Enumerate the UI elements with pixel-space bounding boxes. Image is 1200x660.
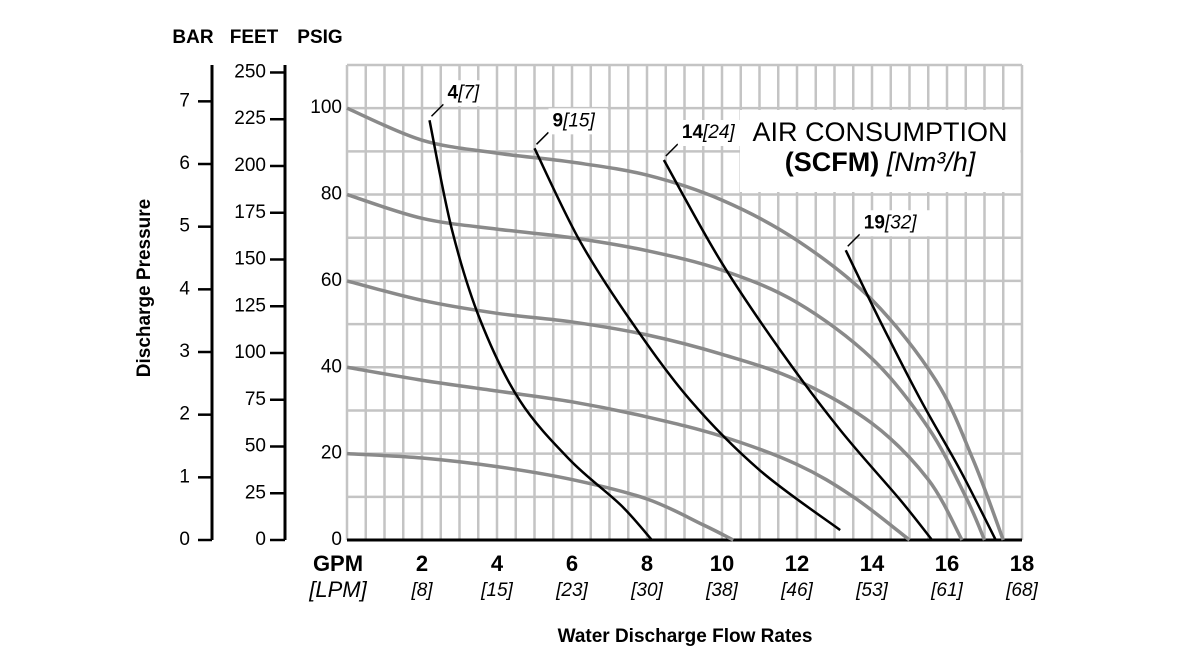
air-consumption-curve (844, 249, 997, 541)
curve-label-metric: [24] (702, 122, 735, 143)
legend-unit-scfm: (SCFM) (785, 147, 879, 177)
x-tick-label-metric: [53] (855, 580, 888, 601)
psig-axis-title: PSIG (297, 27, 342, 48)
feet-tick-label: 50 (245, 436, 266, 457)
y-axis-label: Discharge Pressure (134, 199, 155, 378)
x-tick-label: 12 (785, 551, 809, 576)
x-tick-label-metric: [23] (555, 580, 588, 601)
curve-label: 19[32] (864, 212, 918, 233)
x-tick-label: 10 (710, 551, 734, 576)
feet-axis-title: FEET (230, 27, 279, 48)
feet-tick-label: 25 (245, 482, 266, 503)
psig-tick-label: 100 (310, 97, 342, 118)
feet-tick-label: 75 (245, 389, 266, 410)
pressure-curve (346, 365, 911, 542)
pressure-curve (346, 106, 1005, 541)
label-box (548, 108, 608, 135)
legend-box (740, 110, 1021, 192)
x-tick-label: 8 (641, 551, 653, 576)
air-consumption-curve (662, 159, 933, 541)
legend-unit: (SCFM) [Nm³/h] (785, 147, 977, 177)
label-box (677, 120, 748, 146)
curve-label-metric: [15] (562, 110, 595, 131)
pressure-curve (346, 279, 964, 541)
feet-tick-label: 175 (234, 202, 266, 223)
label-leader (847, 233, 861, 247)
curve-label-metric: [7] (457, 82, 480, 103)
feet-tick-label: 100 (234, 342, 266, 363)
curve-label: 4[7] (448, 82, 480, 103)
feet-tick-label: 125 (234, 295, 266, 316)
legend-unit-metric: [Nm³/h] (886, 147, 977, 177)
psig-tick-label: 80 (321, 184, 342, 205)
bar-tick-label: 2 (179, 404, 190, 425)
feet-tick-label: 0 (255, 529, 266, 550)
x-tick-label-metric: [61] (930, 580, 963, 601)
x-tick-label: 4 (491, 551, 504, 576)
curve-label: 14[24] (682, 122, 736, 143)
x-tick-label: 6 (566, 551, 578, 576)
label-leader (430, 103, 445, 117)
bar-tick-label: 1 (179, 466, 190, 487)
curve-label-scfm: 19 (864, 212, 885, 233)
feet-tick-label: 150 (234, 249, 266, 270)
legend-title: AIR CONSUMPTION (752, 117, 1007, 147)
x-unit-label: GPM (313, 551, 363, 576)
x-tick-label: 14 (860, 551, 885, 576)
bar-tick-label: 5 (179, 216, 190, 237)
bar-tick-label: 3 (179, 341, 190, 362)
x-tick-label: 18 (1010, 551, 1034, 576)
label-leader (535, 131, 550, 145)
curve-label-scfm: 14 (682, 122, 704, 143)
curve-label-metric: [32] (884, 212, 917, 233)
psig-tick-label: 40 (321, 356, 342, 377)
x-tick-label-metric: [38] (705, 580, 738, 601)
x-axis-label: Water Discharge Flow Rates (558, 626, 813, 647)
x-tick-label: 16 (935, 551, 959, 576)
bar-axis-title: BAR (172, 27, 213, 48)
feet-tick-label: 225 (234, 108, 266, 129)
psig-tick-label: 60 (321, 270, 342, 291)
air-consumption-curve (533, 147, 841, 532)
air-consumption-curve (428, 120, 653, 541)
psig-tick-label: 20 (321, 443, 342, 464)
x-tick-label-metric: [30] (630, 580, 663, 601)
curves: 4[7] 9[15] 14[24] 19[32] (346, 80, 1021, 542)
grid (345, 63, 1024, 542)
bar-tick-label: 6 (179, 153, 190, 174)
curve-label-scfm: 4 (448, 82, 459, 103)
bar-tick-label: 4 (179, 278, 190, 299)
x-tick-label-metric: [8] (410, 580, 433, 601)
x-tick-label: 2 (416, 551, 428, 576)
psig-tick-label: 0 (331, 529, 342, 550)
x-tick-label-metric: [46] (780, 580, 813, 601)
curve-label: 9[15] (553, 110, 596, 131)
feet-tick-label: 250 (234, 61, 266, 82)
feet-tick-label: 200 (234, 155, 266, 176)
pressure-curve (346, 192, 987, 541)
x-tick-label-metric: [68] (1005, 580, 1038, 601)
label-box (859, 210, 930, 237)
curve-label-scfm: 9 (553, 110, 564, 131)
label-leader (665, 143, 679, 157)
bar-tick-label: 7 (179, 90, 190, 111)
label-box (443, 80, 493, 107)
x-unit-label-metric: [LPM] (308, 577, 367, 602)
bar-tick-label: 0 (179, 529, 190, 550)
x-tick-label-metric: [15] (480, 580, 513, 601)
pressure-curve (346, 451, 735, 542)
